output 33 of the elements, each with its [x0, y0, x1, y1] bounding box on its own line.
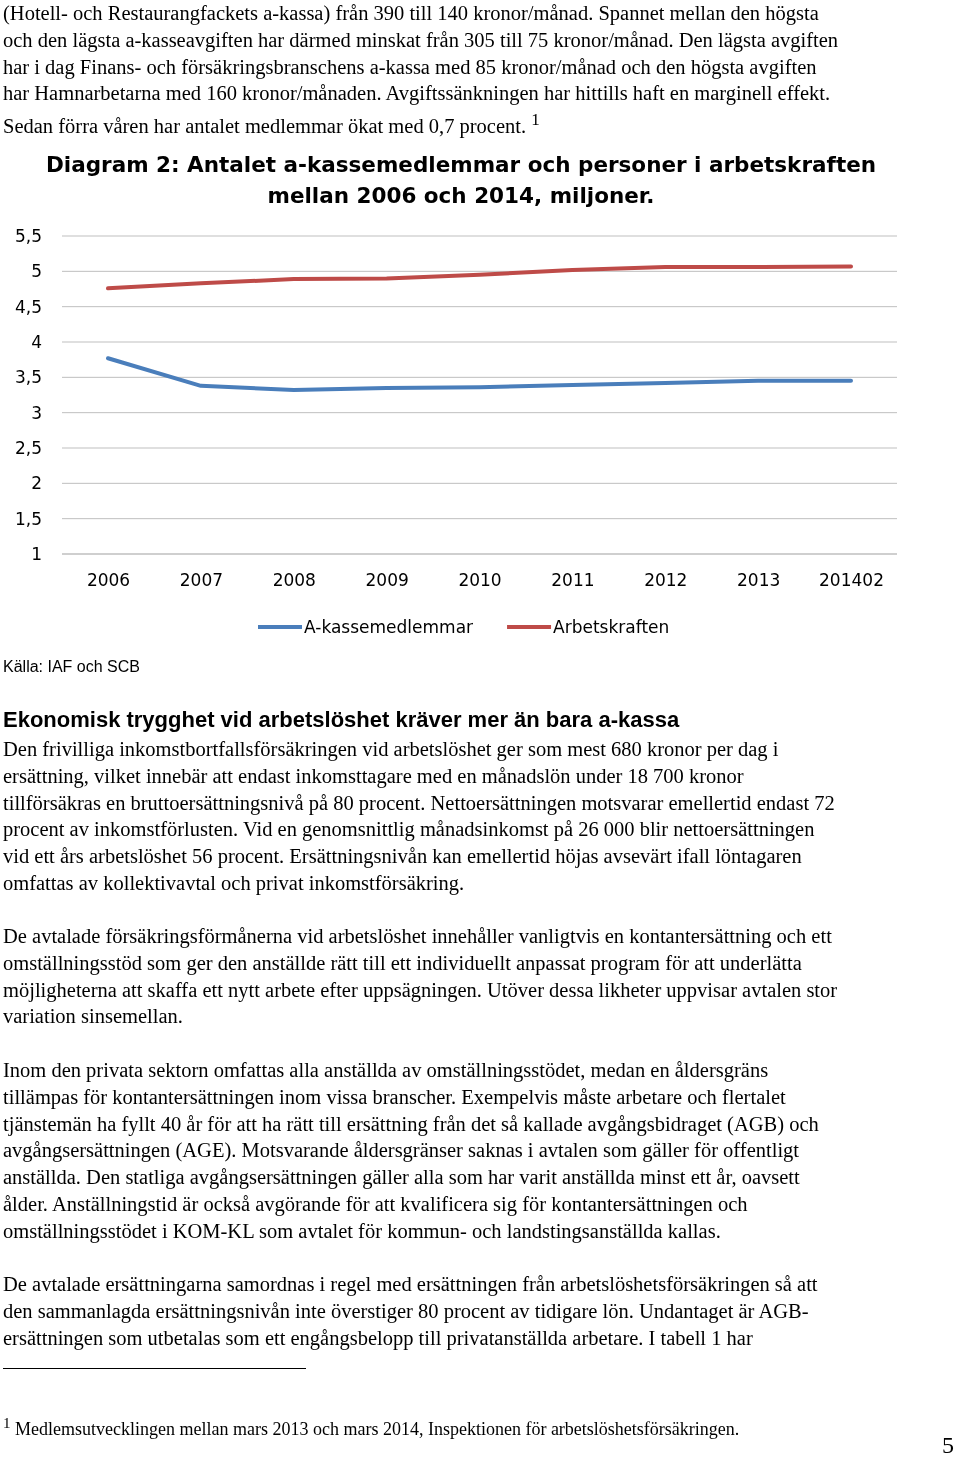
y-tick-label: 4,5 [14, 296, 42, 317]
y-tick-label: 3 [31, 402, 42, 423]
text: 5 [942, 1432, 954, 1459]
y-tick-label: 1,5 [14, 508, 42, 529]
text: (Hotell- och Restaurangfackets a-kassa) från 390 till 140 kronor/månad. Spannet mellan den högsta och den lägsta a-kasseavgiften har därmed minskat från 305 till 75 kronor/månad. Den lägsta avgiften har i dag Finans- och försäkringsbranschens a-kassa med 85 kronor/månad och den högsta avgiften har Hamnarbetarna med 160 kronor/månaden. Avgiftssänkningen har hittills haft en marginell effekt. Sedan förra våren har antalet medlemmar ökat med 0,7 procent. $^{1}$ [3, 1, 839, 140]
line-series [106, 356, 853, 393]
x-tick-label: 2008 [272, 570, 316, 591]
x-tick-label: 2013 [736, 570, 781, 591]
text: De avtalade försäkringsförmånerna vid arbetslöshet innehåller vanligtvis en kontantersättning och ett omställningsstöd som ger den anställde rätt till ett individuellt anpassat program för att underlätta möjligheterna att skaffa ett nytt arbete efter uppsägningen. Utöver dessa likheter uppvisar avtalen stor variation sinsemellan. [3, 924, 838, 1030]
y-tick-label: 2 [31, 473, 42, 494]
y-tick-label: 1 [31, 543, 42, 564]
text: Ekonomisk trygghet vid arbetslöshet kräver mer än bara a-kassa [3, 707, 680, 733]
line-series [106, 264, 853, 291]
y-tick-label: 4 [31, 331, 42, 352]
text: De avtalade ersättningarna samordnas i regel med ersättningen från arbetslöshetsförsäkringen så att den sammanlagda ersättningsnivån inte överstiger 80 procent av tidigare lön. Undantaget är AGB- ersättningen som utbetalas som ett engångsbelopp till privatanställda arbetare. I tabell 1 har [3, 1272, 818, 1352]
x-tick-label: 2007 [179, 570, 224, 591]
y-tick-label: 3,5 [14, 367, 42, 388]
x-tick-label: 2012 [644, 570, 688, 591]
x-tick-label: 2011 [551, 570, 595, 591]
y-tick-label: 2,5 [14, 437, 42, 458]
chart-title: Diagram 2: Antalet a-kassemedlemmar och personer i arbetskraften mellan 2006 och 2014, miljoner. [45, 152, 877, 208]
text: $^{1}$ Medlemsutvecklingen mellan mars 2013 och mars 2014, Inspektionen för arbetslöshetsförsäkringen. [3, 1414, 740, 1441]
x-tick-label: 201402 [819, 570, 884, 591]
text: Den frivilliga inkomstbortfallsförsäkringen vid arbetslöshet ger som mest 680 kronor per dag i ersättning, vilket innebär att endast inkomsttagare med en månadslön under 18 700 kronor tillförsäkras en bruttoersättningsnivå på 80 procent. Nettoersättningen motsvarar emellertid endast 72 procent av inkomstförlusten. Vid en genomsnittlig månadsinkomst på 26 000 blir nettoersättningen vid ett års arbetslöshet 56 procent. Ersättningsnivån kan emellertid höjas avsevärt ifall löntagaren omfattas av kollektivavtal och privat inkomstförsäkring. [3, 737, 835, 897]
x-tick-label: 2009 [365, 570, 409, 591]
legend-label: A-kassemedlemmar [304, 617, 474, 637]
y-tick-label: 5 [31, 261, 42, 282]
x-tick-label: 2006 [86, 570, 131, 591]
x-tick-label: 2010 [458, 570, 502, 591]
y-tick-label: 5,5 [14, 225, 42, 246]
text: Inom den privata sektorn omfattas alla anställda av omställningsstödet, medan en åldersgräns tillämpas för kontantersättningen inom vissa branscher. Exempelvis måste arbetare och flertalet tjänstemän ha fyllt 40 år för att ha rätt till ersättning från det så kallade avgångsbidraget (AGB) och avgångsersättningen (AGE). Motsvarande åldersgränser saknas i avtalen som gäller för offentligt anställda. Den statliga avgångsersättningen gäller alla som har varit anställda minst ett år, oavsett ålder. Anställningstid är också avgörande för att kvalificera sig för kontantersättningen och omställningsstödet i KOM-KL som avtalet för kommun- och landstingsanställda kallas. [3, 1058, 819, 1245]
text: Källa: IAF och SCB [3, 658, 140, 676]
legend-label: Arbetskraften [553, 617, 670, 637]
